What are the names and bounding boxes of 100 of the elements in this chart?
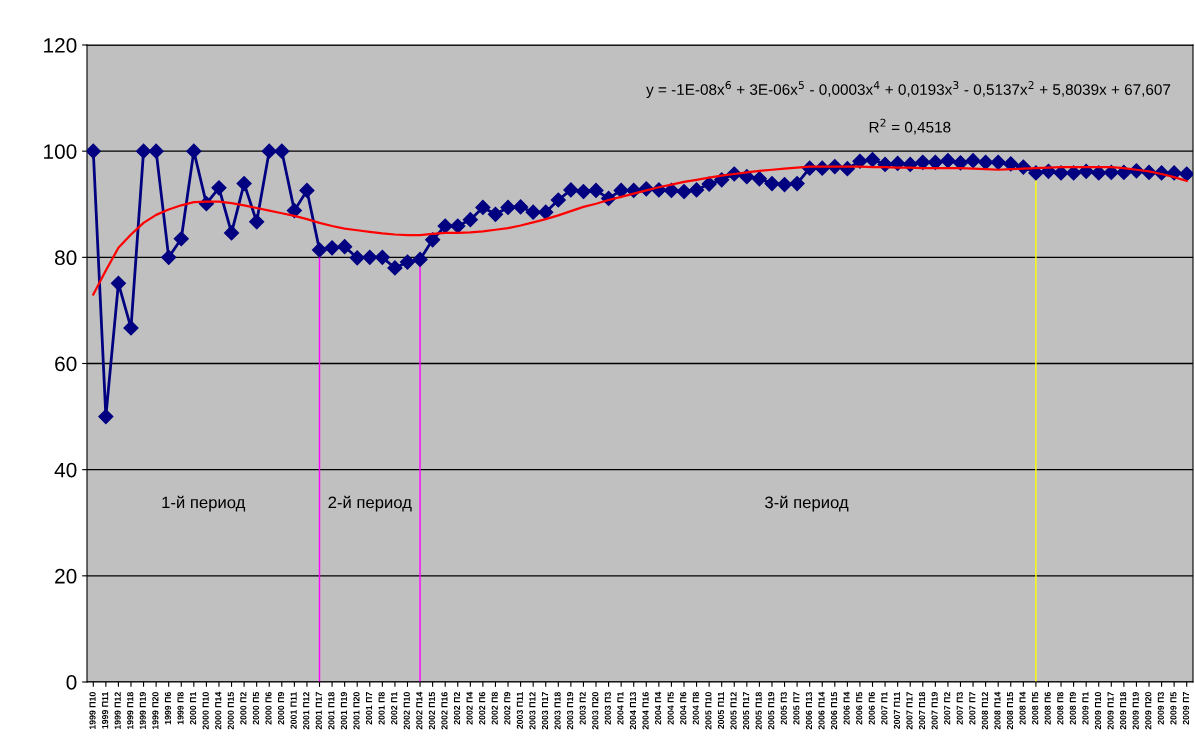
- x-tick-label: 2000 П1: [189, 691, 197, 725]
- x-tick-label: 2009 П18: [1120, 691, 1127, 730]
- x-tick-label: 2001 П11: [290, 691, 297, 729]
- y-tick-label: 120: [44, 38, 77, 53]
- x-tick-label: 2004 П4: [655, 691, 662, 725]
- x-tick-label: 2007 П2: [944, 692, 951, 725]
- x-tick-label: 2005 П17: [742, 692, 750, 730]
- x-tick-label: 2009 П1: [1082, 691, 1089, 725]
- x-tick-label: 2005 П3: [780, 692, 787, 725]
- x-tick-label: 2007 П18: [918, 691, 926, 730]
- x-tick-label: 1999 П18: [127, 691, 134, 730]
- x-tick-label: 2008 П14: [994, 691, 1001, 730]
- x-tick-label: 2009 П10: [1094, 692, 1102, 730]
- x-tick-label: 2002 П6: [479, 692, 486, 725]
- x-tick-label: 2000 П9: [277, 692, 285, 725]
- x-tick-label: 2003 П17: [541, 692, 549, 730]
- x-tick-label: 2002 П4: [466, 691, 473, 725]
- x-tick-label: 2008 П12: [981, 692, 988, 730]
- x-tick-label: 2002 П14: [416, 691, 423, 730]
- annotation: R$^{2}$ = 0,4518: [869, 118, 951, 135]
- x-tick-label: 2003 П20: [592, 692, 599, 730]
- x-tick-label: 2006 П13: [805, 692, 813, 730]
- y-tick-label: 0: [66, 675, 77, 690]
- x-tick-label: 2003 П18: [554, 691, 561, 730]
- x-tick-label: 2007 П11: [893, 691, 900, 729]
- x-tick-label: 2005 П11: [717, 691, 725, 729]
- x-tick-label: 2004 П13: [629, 692, 637, 730]
- x-tick-label: 2002 П10: [403, 692, 410, 730]
- x-tick-label: 2009 П17: [1107, 692, 1114, 730]
- x-tick-label: 1999 П19: [139, 692, 146, 730]
- x-tick-label: 2004 П5: [667, 691, 674, 725]
- x-tick-label: 2000 П2: [240, 692, 247, 725]
- x-tick-label: 2001 П18: [328, 691, 335, 730]
- x-tick-label: 2001 П20: [353, 692, 360, 730]
- x-tick-label: 2001 П7: [365, 692, 373, 725]
- x-tick-label: 1999 П11: [102, 691, 109, 729]
- x-tick-label: 2003 П12: [529, 692, 536, 730]
- x-tick-label: 2000 П5: [252, 691, 260, 725]
- y-tick-label: 40: [54, 462, 77, 478]
- annotation: 1-й период: [162, 495, 246, 512]
- x-tick-label: 2006 П15: [830, 691, 838, 730]
- x-tick-label: 2009 П20: [1145, 692, 1152, 730]
- x-tick-label: 2007 П3: [956, 692, 963, 725]
- x-tick-label: 2002 П8: [491, 691, 498, 725]
- x-tick-label: 2002 П2: [453, 692, 461, 725]
- x-tick-label: 2009 П5: [1170, 691, 1177, 725]
- x-tick-label: 2003 П3: [604, 692, 611, 725]
- x-tick-label: 2007 П17: [906, 692, 913, 730]
- annotation: 3-й период: [765, 495, 849, 512]
- x-tick-label: 2001 П12: [303, 692, 310, 730]
- x-tick-label: 2002 П1: [391, 691, 398, 725]
- y-tick-label: 100: [44, 144, 77, 159]
- x-tick-label: 2005 П7: [793, 692, 800, 725]
- x-tick-label: 2006 П5: [856, 691, 863, 725]
- y-tick-label: 20: [55, 568, 77, 584]
- annotation: 2-й период: [328, 495, 412, 512]
- x-tick-label: 2008 П6: [1044, 692, 1051, 725]
- x-tick-label: 1999 П10: [89, 692, 96, 730]
- x-tick-label: 2003 П19: [567, 692, 574, 730]
- x-tick-label: 2008 П8: [1057, 691, 1064, 725]
- x-tick-label: 2004 П8: [692, 691, 699, 725]
- x-tick-label: 2008 П4: [1019, 691, 1026, 725]
- x-tick-label: 2004 П6: [680, 692, 687, 725]
- x-tick-label: 2009 П7: [1182, 692, 1190, 725]
- x-tick-label: 2007 П19: [931, 692, 938, 730]
- x-tick-label: 2003 П11: [516, 691, 523, 729]
- x-tick-label: 2006 П4: [843, 691, 850, 725]
- x-tick-label: 2004 П16: [642, 692, 649, 730]
- x-tick-label: 1999 П12: [114, 692, 121, 730]
- x-tick-label: 2004 П1: [617, 691, 624, 725]
- x-tick-label: 2000 П6: [265, 692, 272, 725]
- y-tick-label: 60: [55, 356, 77, 372]
- x-tick-label: 1999 П6: [164, 692, 172, 725]
- x-tick-label: 2006 П6: [868, 692, 875, 725]
- x-tick-label: 1999 П20: [152, 692, 159, 730]
- y-tick-label: 80: [55, 250, 77, 266]
- x-tick-label: 2005 П18: [755, 691, 762, 730]
- x-tick-label: 2002 П9: [504, 692, 511, 725]
- x-tick-label: 2002 П15: [428, 691, 435, 730]
- x-tick-label: 2005 П10: [705, 692, 712, 730]
- x-tick-label: 2005 П12: [730, 692, 737, 730]
- x-tick-label: 2000 П15: [227, 691, 234, 730]
- x-tick-label: 2008 П9: [1069, 692, 1076, 725]
- x-tick-label: 2001 П19: [340, 692, 347, 730]
- x-tick-label: 2009 П19: [1132, 692, 1139, 730]
- x-tick-label: 2007 П7: [969, 692, 976, 725]
- x-tick-label: 1999 П8: [177, 691, 184, 725]
- x-tick-label: 2001 П17: [315, 692, 322, 730]
- x-tick-label: 2008 П5: [1032, 691, 1039, 725]
- text: y = -1E-08x$^{6}$ + 3E-06x$^{5}$ - 0,0003x$^{4}$ + 0,0193x$^{3}$ - 0,5137x$^{2}$ + 5,8039x + 67,607: [646, 81, 1171, 98]
- x-tick-label: 2001 П8: [378, 691, 385, 725]
- x-tick-label: 2007 П1: [881, 691, 888, 725]
- x-tick-label: 2000 П14: [215, 691, 222, 730]
- x-tick-label: 2002 П16: [441, 692, 448, 730]
- x-tick-label: 2008 П15: [1006, 691, 1014, 730]
- x-tick-label: 2000 П10: [202, 692, 209, 730]
- x-tick-label: 2005 П19: [768, 692, 775, 730]
- x-tick-label: 2006 П14: [818, 691, 825, 730]
- x-tick-label: 2003 П2: [579, 692, 586, 725]
- x-tick-label: 2009 П3: [1157, 692, 1164, 725]
